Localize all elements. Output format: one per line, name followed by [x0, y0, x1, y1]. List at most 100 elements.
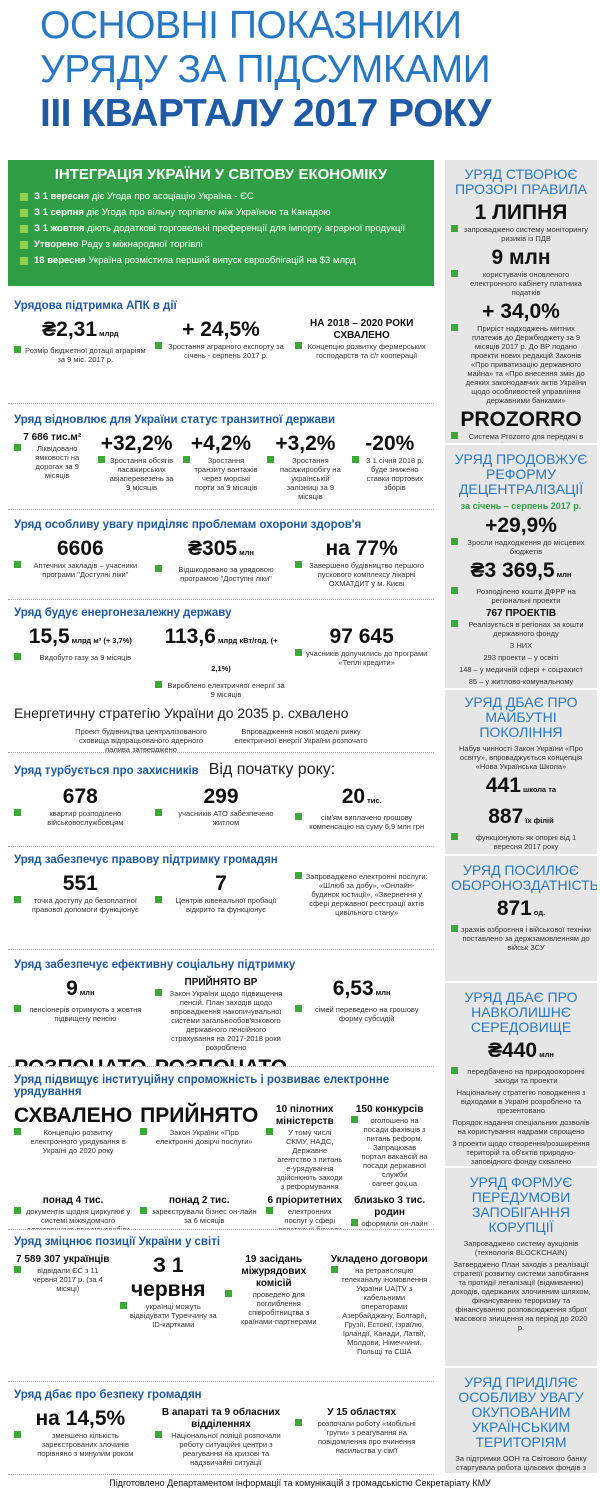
stat-value: 150 конкурсів — [351, 1104, 428, 1116]
stat-value: понад 2 тис. — [140, 1195, 258, 1207]
integration-item: З 1 вересня діє Угода про асоціацію Укра… — [20, 189, 422, 205]
section-title: Уряд відновлює для України статус транзи… — [14, 414, 428, 426]
unit: од. — [533, 908, 546, 917]
value: 7 — [215, 872, 227, 895]
stat: З 1 червня українці можуть відвідувати Ту… — [119, 1254, 218, 1356]
stat-value: ₴305 млн — [155, 537, 288, 565]
stat: 871 од. зразків озброєння і військової тех… — [451, 897, 591, 952]
stat-text: точка доступу до безоплатної правової до… — [14, 896, 147, 914]
section: Уряд забезпечує ефективну соціальну підт… — [8, 955, 434, 1067]
stat: 767 ПРОЕКТІВ Реалізується в регіонах за к… — [451, 608, 591, 638]
section: Уряд будує енергонезалежну державу 15,5 мл… — [8, 603, 434, 753]
stat-text: оформили он-лайн та отримали допомогу пр… — [351, 1219, 428, 1229]
stat: 97 645 учасників долучились до програми «… — [295, 625, 428, 699]
section-subtitle: Енергетичну стратегію України до 2035 р.… — [14, 705, 349, 721]
stat-text: зразків озброєння і військової техніки п… — [451, 925, 591, 952]
value: 7 686 тис.м² — [23, 432, 82, 443]
stat: +4,2% Зростання транзиту вантажів через м… — [182, 432, 259, 501]
value: З 1 червня — [130, 1254, 206, 1301]
side-title: УРЯД ПРОДОВЖУЄ РЕФОРМУ ДЕЦЕНТРАЛІЗАЦІЇ — [454, 451, 588, 497]
title-line: УРЯДУ ЗА ПІДСУМКАМИ — [40, 48, 491, 91]
stat-value: + 24,5% — [155, 318, 288, 342]
stat-text: електронних послуг у сфері реєстрації бі… — [266, 1207, 343, 1229]
stat-value: 6606 — [14, 537, 147, 561]
section-title: Уряд забезпечує правову підтримку громад… — [14, 854, 428, 866]
value: 551 — [62, 872, 98, 895]
stat: 299 учасників АТО забезпечено житлом — [154, 785, 288, 831]
section: Уряд турбується про захисників Від початк… — [8, 757, 434, 847]
stats: СХВАЛЕНО Концепцію розвитку електронного … — [14, 1104, 428, 1229]
value: +4,2% — [190, 432, 252, 455]
note: 148 – у медичній сфері + соцзахист — [459, 665, 583, 674]
title-text: Уряд дбає про безпеку громадян — [14, 1389, 202, 1401]
stat: РОЗПОЧАТОмонетизацію невикористаних субс… — [14, 1056, 147, 1066]
stat-text: Реалізується в регіонах за кошти державн… — [451, 620, 591, 638]
section: Уряд дбає про безпеку громадян на 14,5% зм… — [8, 1385, 434, 1475]
section: Уряд зміцнює позиції України у світі 7 58… — [8, 1232, 434, 1382]
stat-value: + 34,0% — [451, 300, 591, 324]
stat-value: 767 ПРОЕКТІВ — [451, 608, 591, 620]
stat-value: +29,9% — [451, 514, 591, 538]
value: PROZORRO — [460, 408, 582, 431]
stat: СХВАЛЕНО Концепцію розвитку електронного … — [14, 1104, 132, 1191]
value: 15,5 — [28, 625, 70, 648]
item-bold: З 1 серпня — [34, 207, 84, 218]
integration-title: ІНТЕГРАЦІЯ УКРАЇНИ У СВІТОВУ ЕКОНОМІКУ — [54, 166, 388, 183]
section-title: Уряд дбає про безпеку громадян — [14, 1389, 428, 1401]
note: Порядок надання спеціальних дозволів на … — [452, 1118, 590, 1136]
item-text: Україна розмістила перший випуск єврообл… — [88, 255, 356, 266]
unit: млрд — [99, 329, 119, 338]
stat: 1 ЛИПНЯ запроваджено систему моніторингу … — [451, 201, 591, 243]
stats: на 14,5% зменшено кількість зареєстровани… — [14, 1407, 428, 1467]
stat-value: НА 2018 – 2020 РОКИ СХВАЛЕНО — [295, 318, 428, 342]
side-section: УРЯД ДБАЄ ПРО МАЙБУТНІ ПОКОЛІННЯ Набув чи… — [445, 690, 597, 856]
stat: PROZORRO Система Prozorro для передачі в … — [451, 408, 591, 443]
stat-text: Зростання аграрного експорту за січень -… — [154, 342, 288, 360]
stat: 678 квартир розподілено військовослужбовц… — [14, 785, 147, 831]
value: 299 — [203, 785, 239, 808]
stat-text: квартир розподілено військовослужбовцям — [14, 809, 147, 827]
title-line: III КВАРТАЛУ 2017 РОКУ — [40, 92, 491, 135]
stat: 20 тис. сім'ям виплачено грошову компенсац… — [295, 785, 428, 831]
stat-text: Концепцію розвитку електронного урядуван… — [14, 1128, 132, 1155]
value: + 24,5% — [182, 318, 260, 341]
stats: 551 точка доступу до безоплатної правової… — [14, 872, 428, 917]
unit: школа та — [522, 785, 557, 794]
item-text: діють додаткові торговельні преференції … — [87, 223, 406, 234]
integration-item: З 1 серпня діє Угода про вільну торгівлю… — [20, 205, 422, 221]
title-text: Уряд турбується про захисників — [14, 765, 199, 777]
unit: млн — [556, 570, 572, 579]
unit: млрд м³ (+ 3,7%) — [71, 636, 132, 645]
value: НА 2018 – 2020 РОКИ СХВАЛЕНО — [310, 318, 414, 341]
section-title: Уряд забезпечує ефективну соціальну підт… — [14, 959, 428, 971]
stats: 7 589 307 українців відвідали ЄС з 11 чер… — [14, 1254, 428, 1356]
stat-text: зареєстрували бізнес он-лайн за 6 місяці… — [140, 1207, 258, 1225]
stat-text: оголошено на посади фахівців з питань ре… — [351, 1116, 428, 1188]
stat: 6 пріоритетних електронних послуг у сфері… — [266, 1195, 343, 1229]
value: ₴440 — [488, 1039, 538, 1062]
stat-value: СХВАЛЕНО — [14, 1104, 132, 1128]
value: 150 конкурсів — [355, 1104, 424, 1115]
stat-text: користувачів оновленого електронного каб… — [451, 270, 591, 297]
side-title: УРЯД СТВОРЮЄ ПРОЗОРІ ПРАВИЛА — [454, 166, 587, 197]
stat: на 77% Завершено будівництво першого пуск… — [295, 537, 428, 588]
stats: ₴2,31 млрд Розмір бюджетної дотації аграрі… — [14, 318, 428, 364]
stat: 7 Центрів ювенальної пробації відкрито та… — [154, 872, 288, 917]
stat-value: PROZORRO — [451, 408, 591, 432]
value: 19 засідань міжурядових комісій — [241, 1254, 307, 1289]
stat-value: З 1 червня — [120, 1254, 218, 1302]
value: 767 ПРОЕКТІВ — [485, 608, 557, 619]
stat-value: В апараті та 9 обласних відділеннях — [155, 1407, 288, 1431]
stat-value: 1 ЛИПНЯ — [451, 201, 591, 225]
stat-value: 7 — [155, 872, 288, 896]
side-section: УРЯД ФОРМУЄ ПЕРЕДУМОВИ ЗАПОБІГАННЯ КОРУП… — [445, 1170, 597, 1368]
section-aside: Від початку року: — [208, 761, 336, 778]
stat-text: Розмір бюджетної дотації аграріям за 9 м… — [14, 346, 147, 364]
item-text: Раду з міжнародної торгівлі — [81, 239, 203, 250]
stat: 551 точка доступу до безоплатної правової… — [14, 872, 147, 917]
stat-value: 887 їх філій — [451, 805, 591, 833]
stat-text: Центрів ювенальної пробації відкрито та … — [154, 896, 288, 914]
item-bold: 18 вересня — [34, 255, 86, 266]
stat-text: документів щодня циркулює у системі міжв… — [14, 1207, 132, 1229]
value: У 15 областях — [327, 1407, 397, 1418]
